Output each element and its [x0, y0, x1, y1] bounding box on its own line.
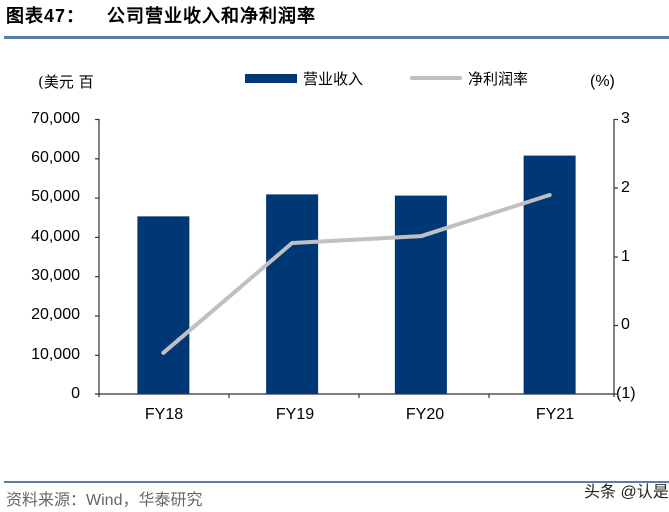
legend-item-revenue: 营业收入 [245, 68, 363, 88]
right-tick: 0 [621, 316, 630, 333]
source-prefix: 资料来源： [6, 490, 87, 509]
source-suffix: ，华泰研究 [122, 490, 203, 509]
legend-bar-swatch [245, 73, 297, 83]
left-tick: 30,000 [31, 267, 80, 284]
right-tick: 3 [621, 110, 630, 127]
legend-label: 净利润率 [468, 69, 529, 88]
x-tick: FY21 [535, 406, 575, 423]
source-wind: Wind [86, 492, 123, 509]
figure-title: 图表47： 公司营业收入和净利润率 [6, 2, 316, 28]
x-tick: FY18 [144, 406, 184, 423]
left-tick: 20,000 [31, 306, 80, 323]
revenue-bars [137, 155, 576, 394]
left-tick: 70,000 [31, 110, 80, 127]
x-tick: FY20 [405, 406, 445, 423]
chart-title: 公司营业收入和净利润率 [107, 6, 317, 26]
axes-lines [95, 118, 618, 398]
header-rule [4, 36, 669, 39]
x-tick: FY19 [275, 406, 315, 423]
right-tick: 1 [621, 248, 630, 265]
left-tick: 10,000 [31, 346, 80, 363]
watermark: 头条 @认是 [584, 484, 669, 501]
footer-rule [4, 481, 669, 483]
left-tick: 50,000 [31, 188, 80, 205]
right-tick: 2 [621, 179, 630, 196]
figure-label: 图表47： [6, 6, 86, 26]
source-note: 资料来源：Wind，华泰研究 [6, 486, 202, 510]
legend-line-swatch [410, 76, 462, 80]
revenue-bar [266, 194, 319, 394]
right-tick: (1) [616, 385, 636, 402]
legend-item-margin: 净利润率 [410, 68, 528, 88]
net-margin-line [161, 192, 552, 355]
left-tick: 60,000 [31, 149, 80, 166]
revenue-bar [394, 195, 447, 394]
revenue-bar [137, 216, 190, 394]
left-tick: 40,000 [31, 228, 80, 245]
legend-label: 营业收入 [303, 69, 364, 88]
left-axis-unit: (美元 百 [38, 73, 94, 91]
revenue-bar [523, 155, 576, 394]
left-tick: 0 [71, 385, 80, 402]
right-axis-unit: (%) [590, 73, 615, 90]
